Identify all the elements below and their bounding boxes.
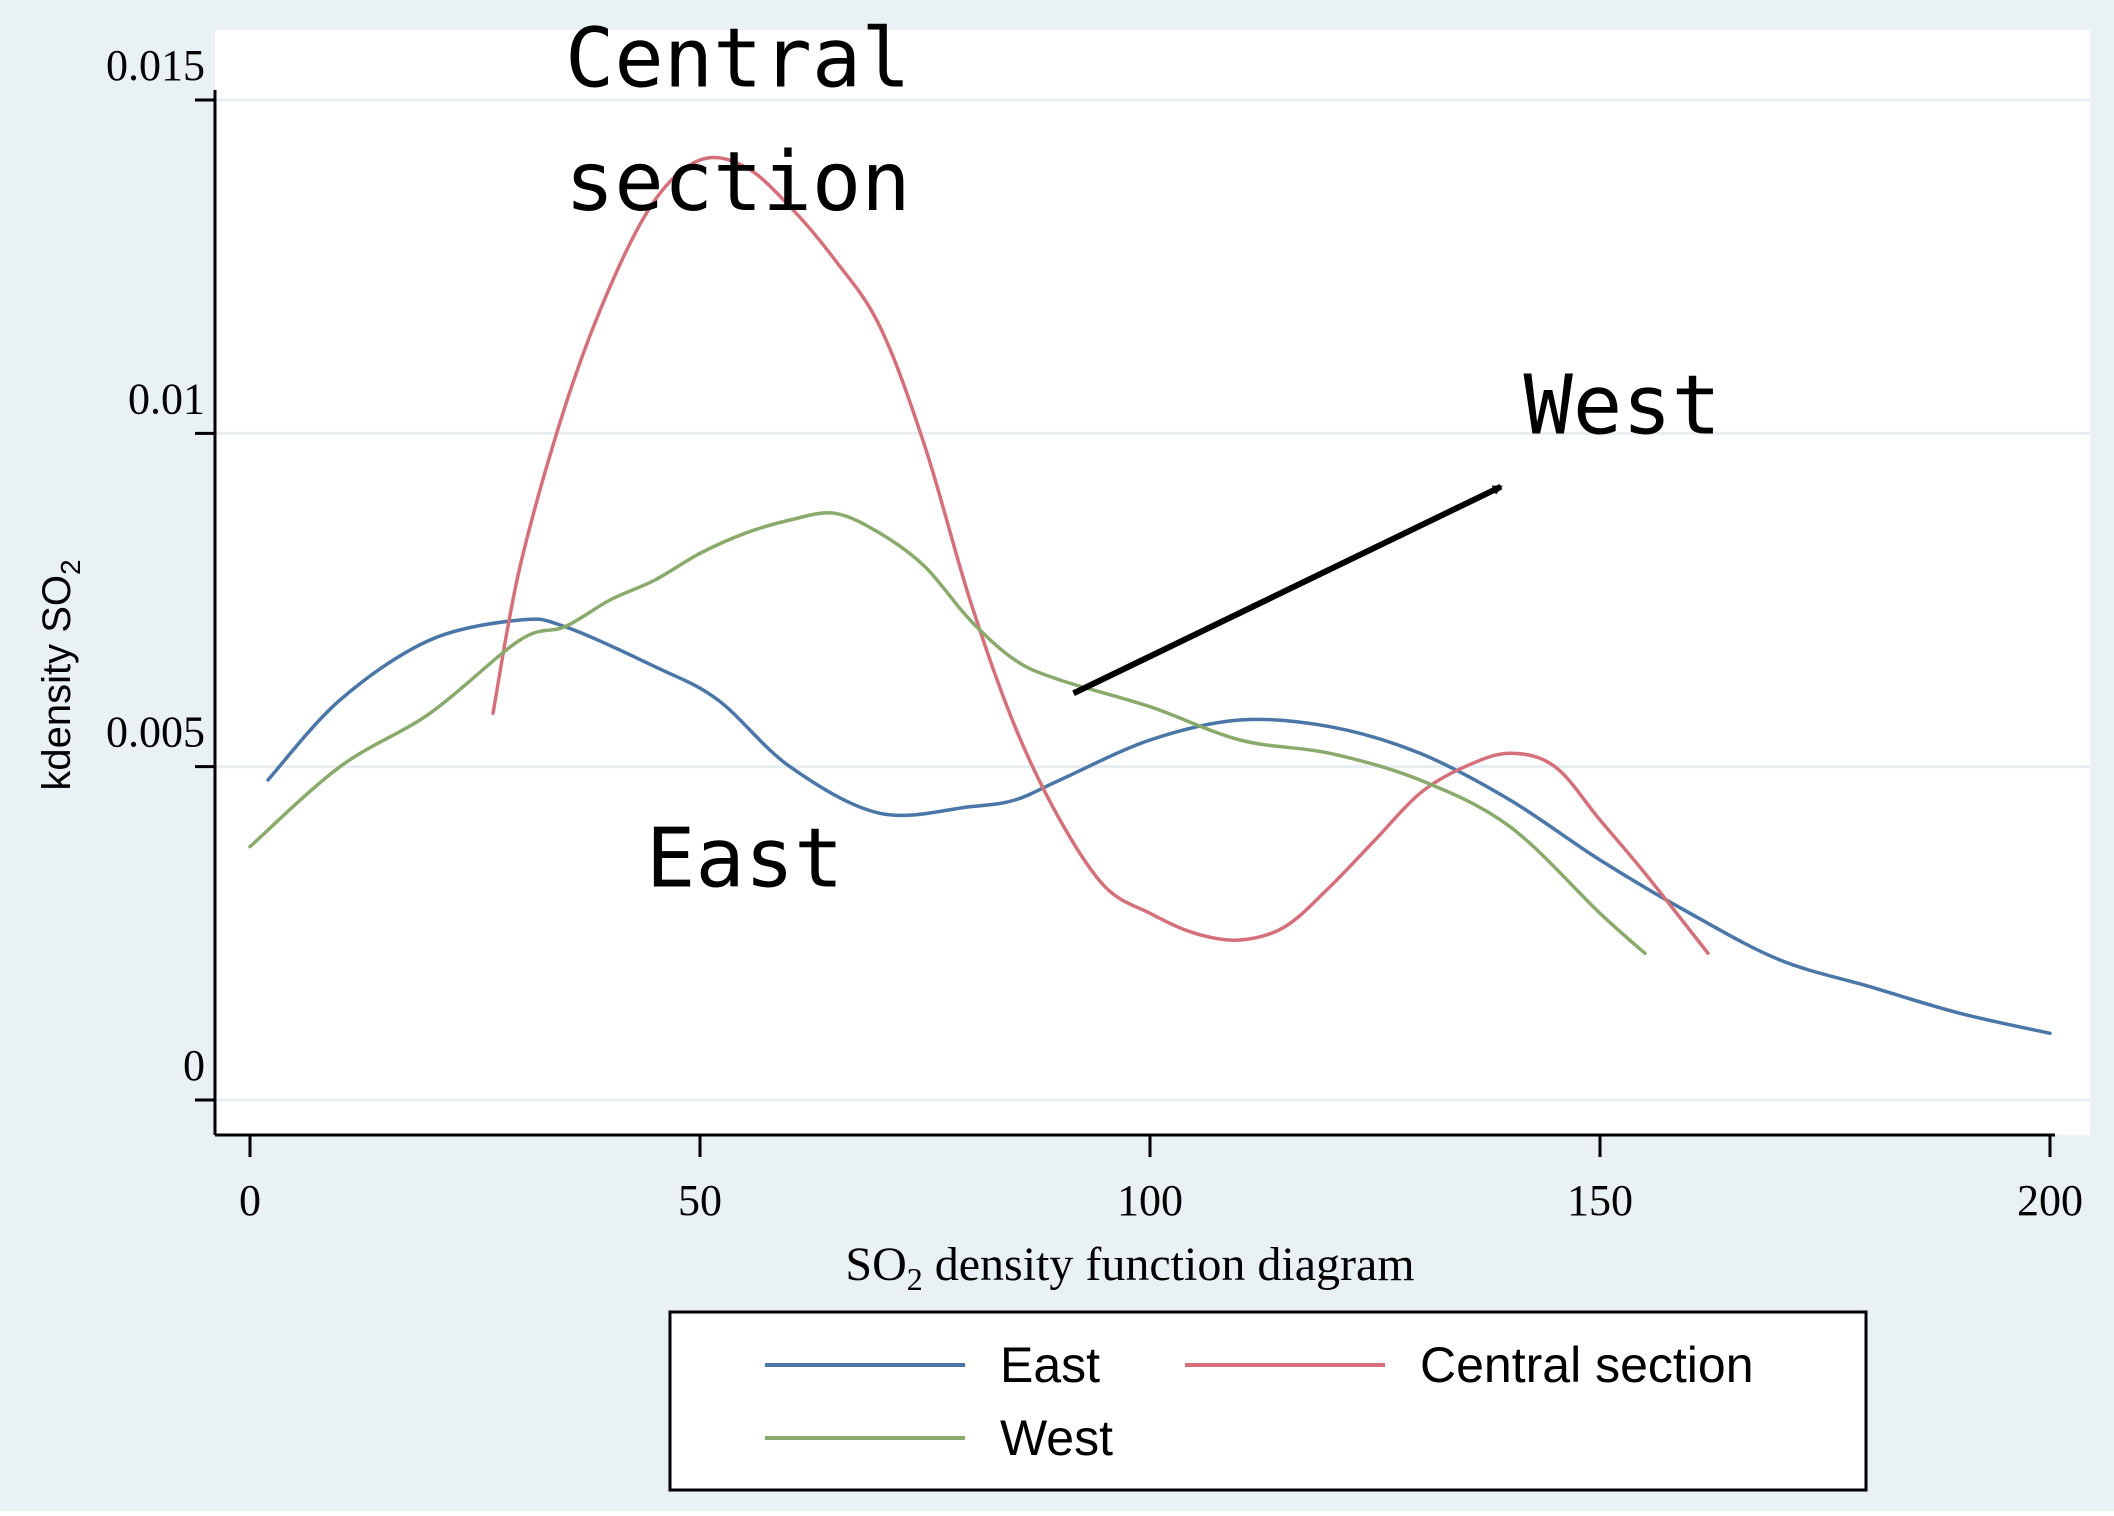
x-axis-title: SO2 density function diagram <box>845 1238 1414 1297</box>
series-lines <box>248 155 2052 1036</box>
annotation-arrow <box>1072 483 1503 697</box>
x-tick-label: 0 <box>239 1176 261 1225</box>
annotations: Central section West East <box>565 12 1721 907</box>
y-axis-title-subscript: 2 <box>55 559 86 575</box>
series-line-west <box>248 511 1647 956</box>
x-tick-label: 200 <box>2017 1176 2083 1225</box>
legend-label: Central section <box>1420 1337 1754 1393</box>
y-axis-title: kdensity SO2 <box>35 559 86 790</box>
x-axis-title-subscript: 2 <box>907 1261 923 1297</box>
legend: East Central section West <box>668 1310 1868 1492</box>
x-tick-label: 100 <box>1117 1176 1183 1225</box>
annotation-label: section <box>565 135 911 230</box>
annotation-label: West <box>1524 358 1721 453</box>
y-tick-label: 0.005 <box>106 708 205 757</box>
series-line-east <box>266 617 2052 1036</box>
legend-label: East <box>1000 1337 1100 1393</box>
axes: 0 0.005 0.01 0.015 0 50 100 150 200 <box>106 41 2083 1225</box>
x-tick-label: 150 <box>1567 1176 1633 1225</box>
y-tick-label: 0.015 <box>106 41 205 90</box>
x-tick-label: 50 <box>678 1176 722 1225</box>
annotation-label: East <box>646 812 843 907</box>
series-line-central-section <box>491 155 1710 956</box>
legend-label: West <box>1000 1410 1113 1466</box>
y-tick-label: 0 <box>183 1041 205 1090</box>
y-tick-label: 0.01 <box>128 374 205 423</box>
legend-box <box>668 1310 1868 1492</box>
gridlines <box>215 98 2090 1102</box>
annotation-label: Central <box>565 12 911 107</box>
plot-area <box>215 30 2090 1135</box>
